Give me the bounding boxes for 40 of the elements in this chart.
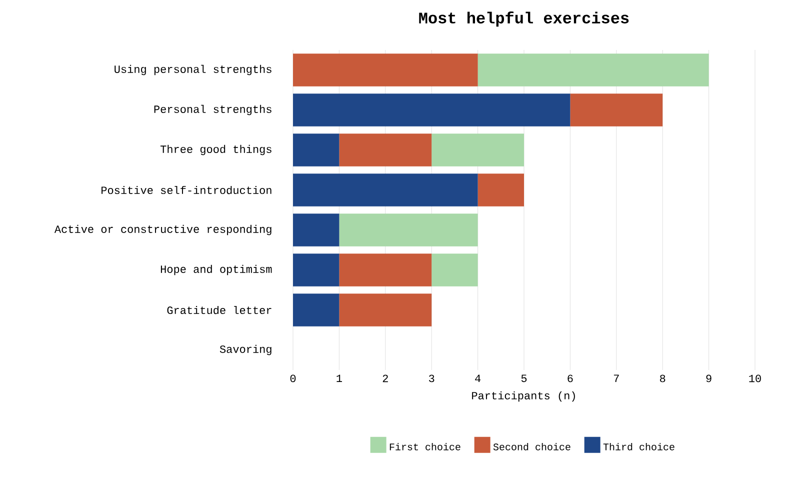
bar: [432, 134, 524, 166]
y-tick-label: Positive self-introduction: [102, 186, 272, 194]
x-tick-label: 10: [749, 374, 761, 382]
y-tick-label: Personal strengths: [154, 104, 272, 116]
legend-label: Second choice: [493, 442, 570, 450]
legend-label: Third choice: [603, 442, 674, 450]
y-tick-label: Hope and optimism: [160, 264, 272, 276]
bar: [293, 294, 340, 326]
x-tick-label: 0: [290, 374, 296, 382]
x-tick-label: 2: [382, 374, 388, 382]
bar: [293, 254, 340, 286]
y-tick-label: Gratitude letter: [167, 306, 272, 314]
bar: [293, 214, 340, 246]
bar: [293, 94, 570, 126]
x-tick-label: 6: [568, 374, 573, 382]
chart-title: Most helpful exercises: [419, 11, 629, 27]
x-tick-label: 7: [614, 374, 619, 382]
bar: [339, 294, 432, 326]
x-axis-title: Participants (n): [472, 391, 575, 402]
bar: [478, 54, 709, 86]
x-tick-label: 8: [660, 374, 666, 382]
y-tick-label: Active or constructive responding: [54, 224, 272, 236]
bar: [339, 254, 432, 286]
y-tick-label: Three good things: [160, 144, 272, 156]
y-tick-label: Savoring: [220, 344, 272, 356]
x-tick-label: 3: [428, 374, 434, 382]
bar: [293, 54, 478, 86]
bar: [339, 134, 432, 166]
legend-label: First choice: [390, 442, 460, 450]
y-tick-label: Using personal strengths: [114, 64, 272, 76]
x-tick-label: 9: [706, 374, 712, 382]
bar: [339, 214, 478, 246]
bar: [570, 94, 663, 126]
bar: [293, 174, 478, 206]
bar: [432, 254, 478, 286]
x-tick-label: 1: [336, 374, 342, 382]
bar: [293, 134, 340, 166]
x-tick-label: 4: [475, 374, 481, 382]
x-tick-label: 5: [521, 374, 527, 382]
bar: [478, 174, 524, 206]
